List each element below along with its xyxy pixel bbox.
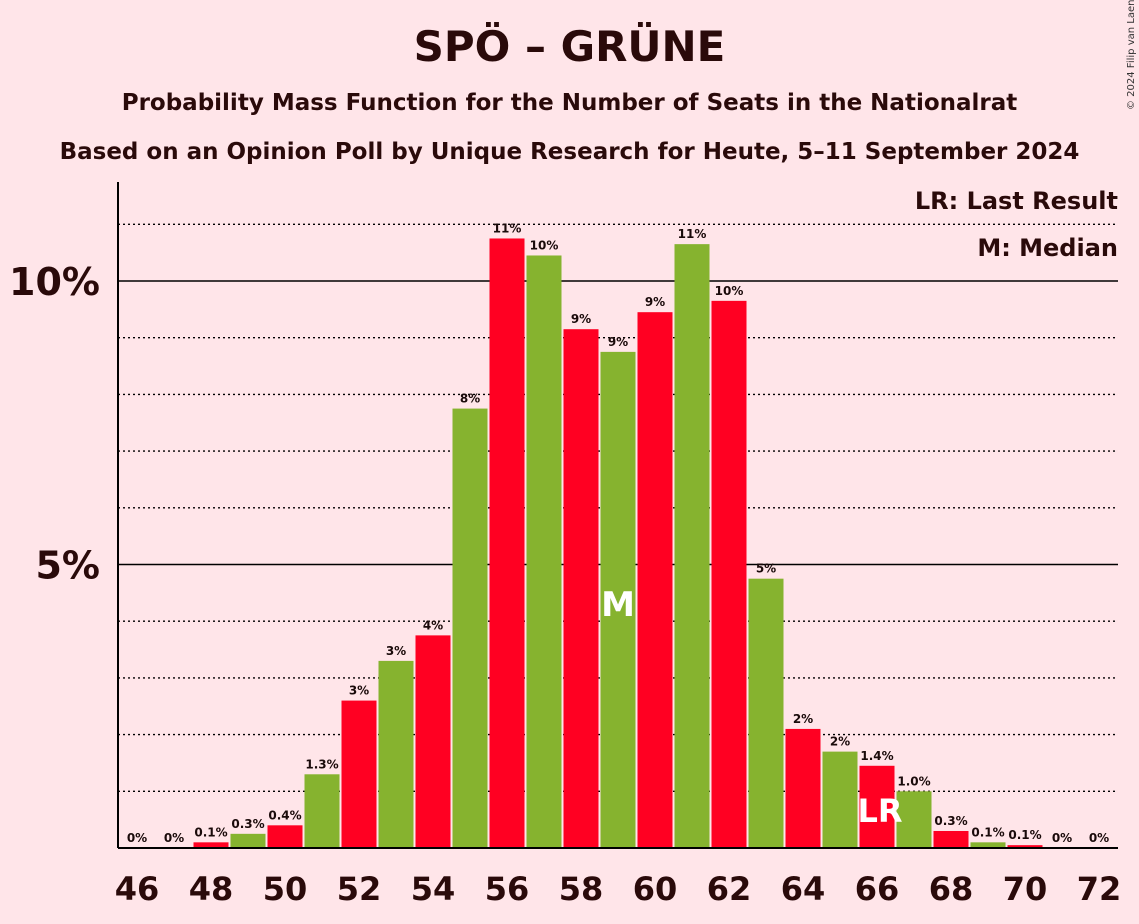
data-label: 3% [349, 684, 369, 698]
bar-seat-60 [637, 312, 673, 848]
bar-seat-54 [415, 635, 451, 848]
data-label: 2% [793, 712, 813, 726]
y-tick-label: 5% [35, 544, 100, 588]
data-label: 0% [1089, 831, 1109, 845]
x-tick-label: 62 [707, 870, 752, 908]
legend-median: M: Median [977, 234, 1118, 262]
x-tick-label: 70 [1003, 870, 1048, 908]
data-label: 0% [164, 831, 184, 845]
median-marker: M [601, 585, 635, 625]
data-label: 0.1% [194, 825, 227, 839]
bar-seat-49 [230, 833, 266, 848]
x-tick-label: 52 [337, 870, 382, 908]
bar-seat-50 [267, 825, 303, 848]
data-label: 10% [715, 284, 744, 298]
data-label: 4% [423, 618, 443, 632]
bar-seat-48 [193, 842, 229, 848]
x-tick-label: 64 [781, 870, 826, 908]
data-label: 9% [608, 335, 628, 349]
bar-seat-70 [1007, 845, 1043, 848]
data-label: 0.4% [268, 808, 301, 822]
last-result-marker: LR [857, 792, 902, 830]
data-label: 10% [530, 238, 559, 252]
data-label: 3% [386, 644, 406, 658]
bar-seat-61 [674, 244, 710, 848]
data-label: 9% [571, 312, 591, 326]
chart-title: SPÖ – GRÜNE [413, 22, 726, 71]
data-label: 0% [1052, 831, 1072, 845]
x-tick-label: 48 [189, 870, 234, 908]
bar-seat-51 [304, 774, 340, 848]
bar-seat-69 [970, 842, 1006, 848]
data-label: 5% [756, 562, 776, 576]
bar-seat-55 [452, 408, 488, 848]
bar-seat-53 [378, 660, 414, 848]
data-label: 2% [830, 735, 850, 749]
bar-seat-62 [711, 300, 747, 849]
bar-seat-68 [933, 830, 969, 848]
data-label: 8% [460, 392, 480, 406]
x-tick-label: 46 [115, 870, 160, 908]
x-tick-label: 56 [485, 870, 530, 908]
data-label: 0.1% [1008, 828, 1041, 842]
x-tick-label: 68 [929, 870, 974, 908]
y-tick-label: 10% [9, 260, 100, 304]
x-tick-label: 54 [411, 870, 456, 908]
bar-seat-67 [896, 791, 932, 848]
data-label: 11% [493, 221, 522, 235]
data-label: 1.4% [860, 749, 893, 763]
data-label: 0.3% [231, 817, 264, 831]
data-label: 1.0% [897, 774, 930, 788]
x-tick-label: 50 [263, 870, 308, 908]
chart-subtitle: Probability Mass Function for the Number… [121, 90, 1018, 116]
data-label: 0.3% [934, 814, 967, 828]
x-tick-label: 66 [855, 870, 900, 908]
bar-seat-66 [859, 765, 895, 848]
x-tick-label: 60 [633, 870, 678, 908]
legend-last-result: LR: Last Result [914, 187, 1118, 215]
bar-seat-56 [489, 238, 525, 849]
bar-seat-65 [822, 751, 858, 848]
x-tick-label: 58 [559, 870, 604, 908]
chart-source: Based on an Opinion Poll by Unique Resea… [59, 139, 1080, 165]
bar-seat-58 [563, 329, 599, 848]
data-label: 1.3% [305, 757, 338, 771]
data-label: 0% [127, 831, 147, 845]
bar-seat-63 [748, 578, 784, 848]
data-label: 0.1% [971, 825, 1004, 839]
data-label: 9% [645, 295, 665, 309]
bar-seat-64 [785, 728, 821, 848]
bar-seat-52 [341, 700, 377, 848]
bar-seat-59 [600, 351, 636, 848]
x-tick-label: 72 [1077, 870, 1122, 908]
bar-seat-57 [526, 255, 562, 849]
data-label: 11% [678, 227, 707, 241]
